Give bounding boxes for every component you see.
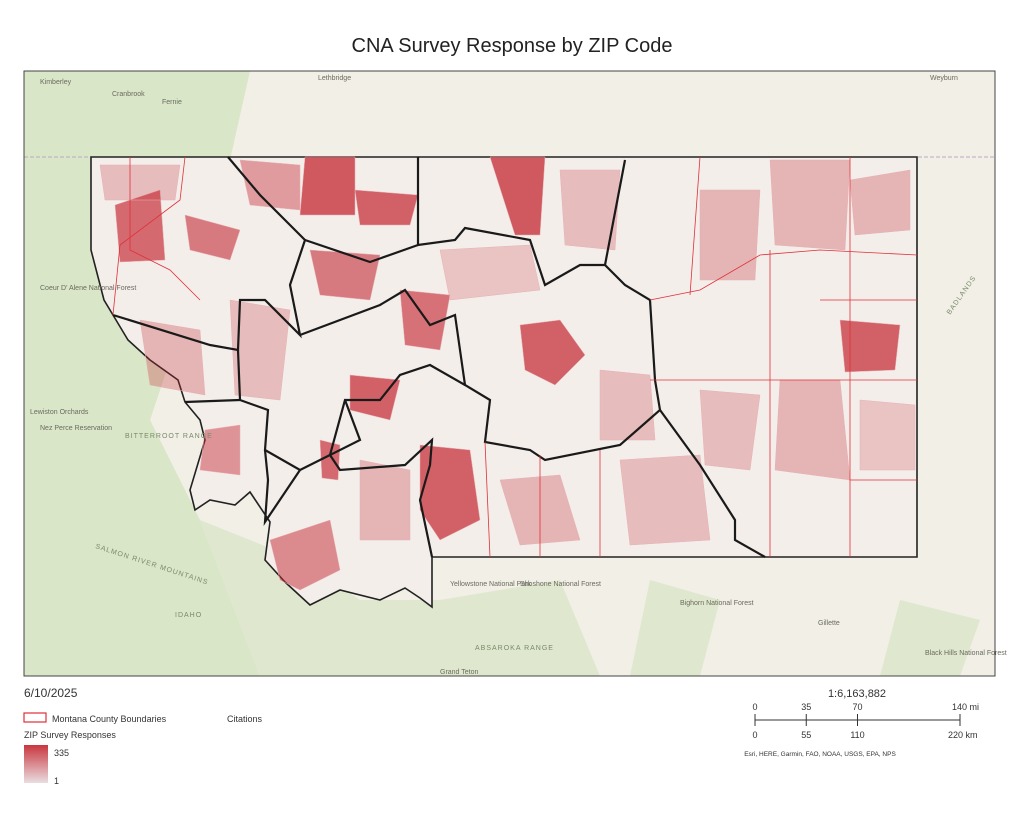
zip-area — [184, 214, 241, 261]
title: CNA Survey Response by ZIP Code — [352, 35, 673, 57]
legend-min: 1 — [54, 776, 59, 786]
zip-area — [699, 189, 761, 281]
zip-area — [299, 156, 356, 216]
zip-area — [839, 319, 901, 373]
map-frame — [23, 70, 996, 677]
zip-area — [599, 369, 656, 441]
zip-area — [439, 244, 541, 301]
scale-label: 70 — [852, 702, 862, 712]
map-label: Nez Perce Reservation — [40, 425, 112, 432]
legend-label: Montana County Boundaries — [52, 714, 167, 724]
scale-ratio: 1:6,163,882 — [828, 688, 886, 700]
zip-area — [359, 459, 411, 541]
zip-area — [769, 159, 851, 251]
zip-area — [319, 439, 341, 481]
map-label: Kimberley — [40, 79, 72, 86]
map-label: BITTERROOT RANGE — [125, 433, 213, 440]
map-label: Bighorn National Forest — [680, 600, 754, 607]
attribution: Esri, HERE, Garmin, FAO, NOAA, USGS, EPA… — [744, 751, 896, 758]
zip-area — [859, 399, 916, 471]
legend-max: 335 — [54, 748, 69, 758]
map-label: Lethbridge — [318, 75, 351, 82]
zip-area — [349, 374, 401, 421]
zip-area — [269, 519, 341, 591]
map-label: Fernie — [162, 99, 182, 106]
legend-label: Citations — [227, 714, 263, 724]
scale-label: 110 — [850, 730, 864, 740]
zip-area — [849, 169, 911, 236]
zip-area — [699, 389, 761, 471]
map-label: ABSAROKA RANGE — [475, 645, 554, 652]
map-label: Gillette — [818, 620, 840, 627]
zip-area — [139, 319, 206, 396]
scale-label: 220 km — [948, 730, 978, 740]
legend-gradient — [24, 745, 48, 783]
zip-area — [99, 164, 181, 201]
map-label: Yellowstone National Park — [450, 581, 532, 588]
zip-area — [559, 169, 621, 251]
map-label: Weyburn — [930, 75, 958, 82]
legend-title: ZIP Survey Responses — [24, 730, 116, 740]
zip-area — [354, 189, 419, 226]
scale-label: 0 — [752, 730, 757, 740]
map-label: Black Hills National Forest — [925, 650, 1007, 657]
zip-area — [199, 424, 241, 476]
basemap — [24, 71, 995, 676]
map-label: Grand Teton — [440, 669, 479, 676]
map-label: Shoshone National Forest — [520, 581, 601, 588]
map-label: Coeur D' Alene National Forest — [40, 285, 136, 292]
zip-area — [309, 249, 381, 301]
zip-area — [399, 289, 451, 351]
scale-label: 55 — [801, 730, 811, 740]
scale-label: 0 — [752, 702, 757, 712]
zip-area — [619, 454, 711, 546]
zip-area — [489, 156, 546, 236]
date: 6/10/2025 — [24, 686, 78, 700]
zip-area — [774, 379, 851, 481]
scale-label: 35 — [801, 702, 811, 712]
zip-area — [114, 189, 166, 263]
scale-label: 140 mi — [952, 702, 979, 712]
map-label: Lewiston Orchards — [30, 409, 89, 416]
county-legend-swatch — [23, 712, 47, 723]
zip-area — [239, 159, 301, 211]
zip-area — [519, 319, 586, 386]
map-label: Cranbrook — [112, 91, 145, 98]
map-label: IDAHO — [175, 612, 202, 619]
zip-area — [229, 299, 291, 401]
